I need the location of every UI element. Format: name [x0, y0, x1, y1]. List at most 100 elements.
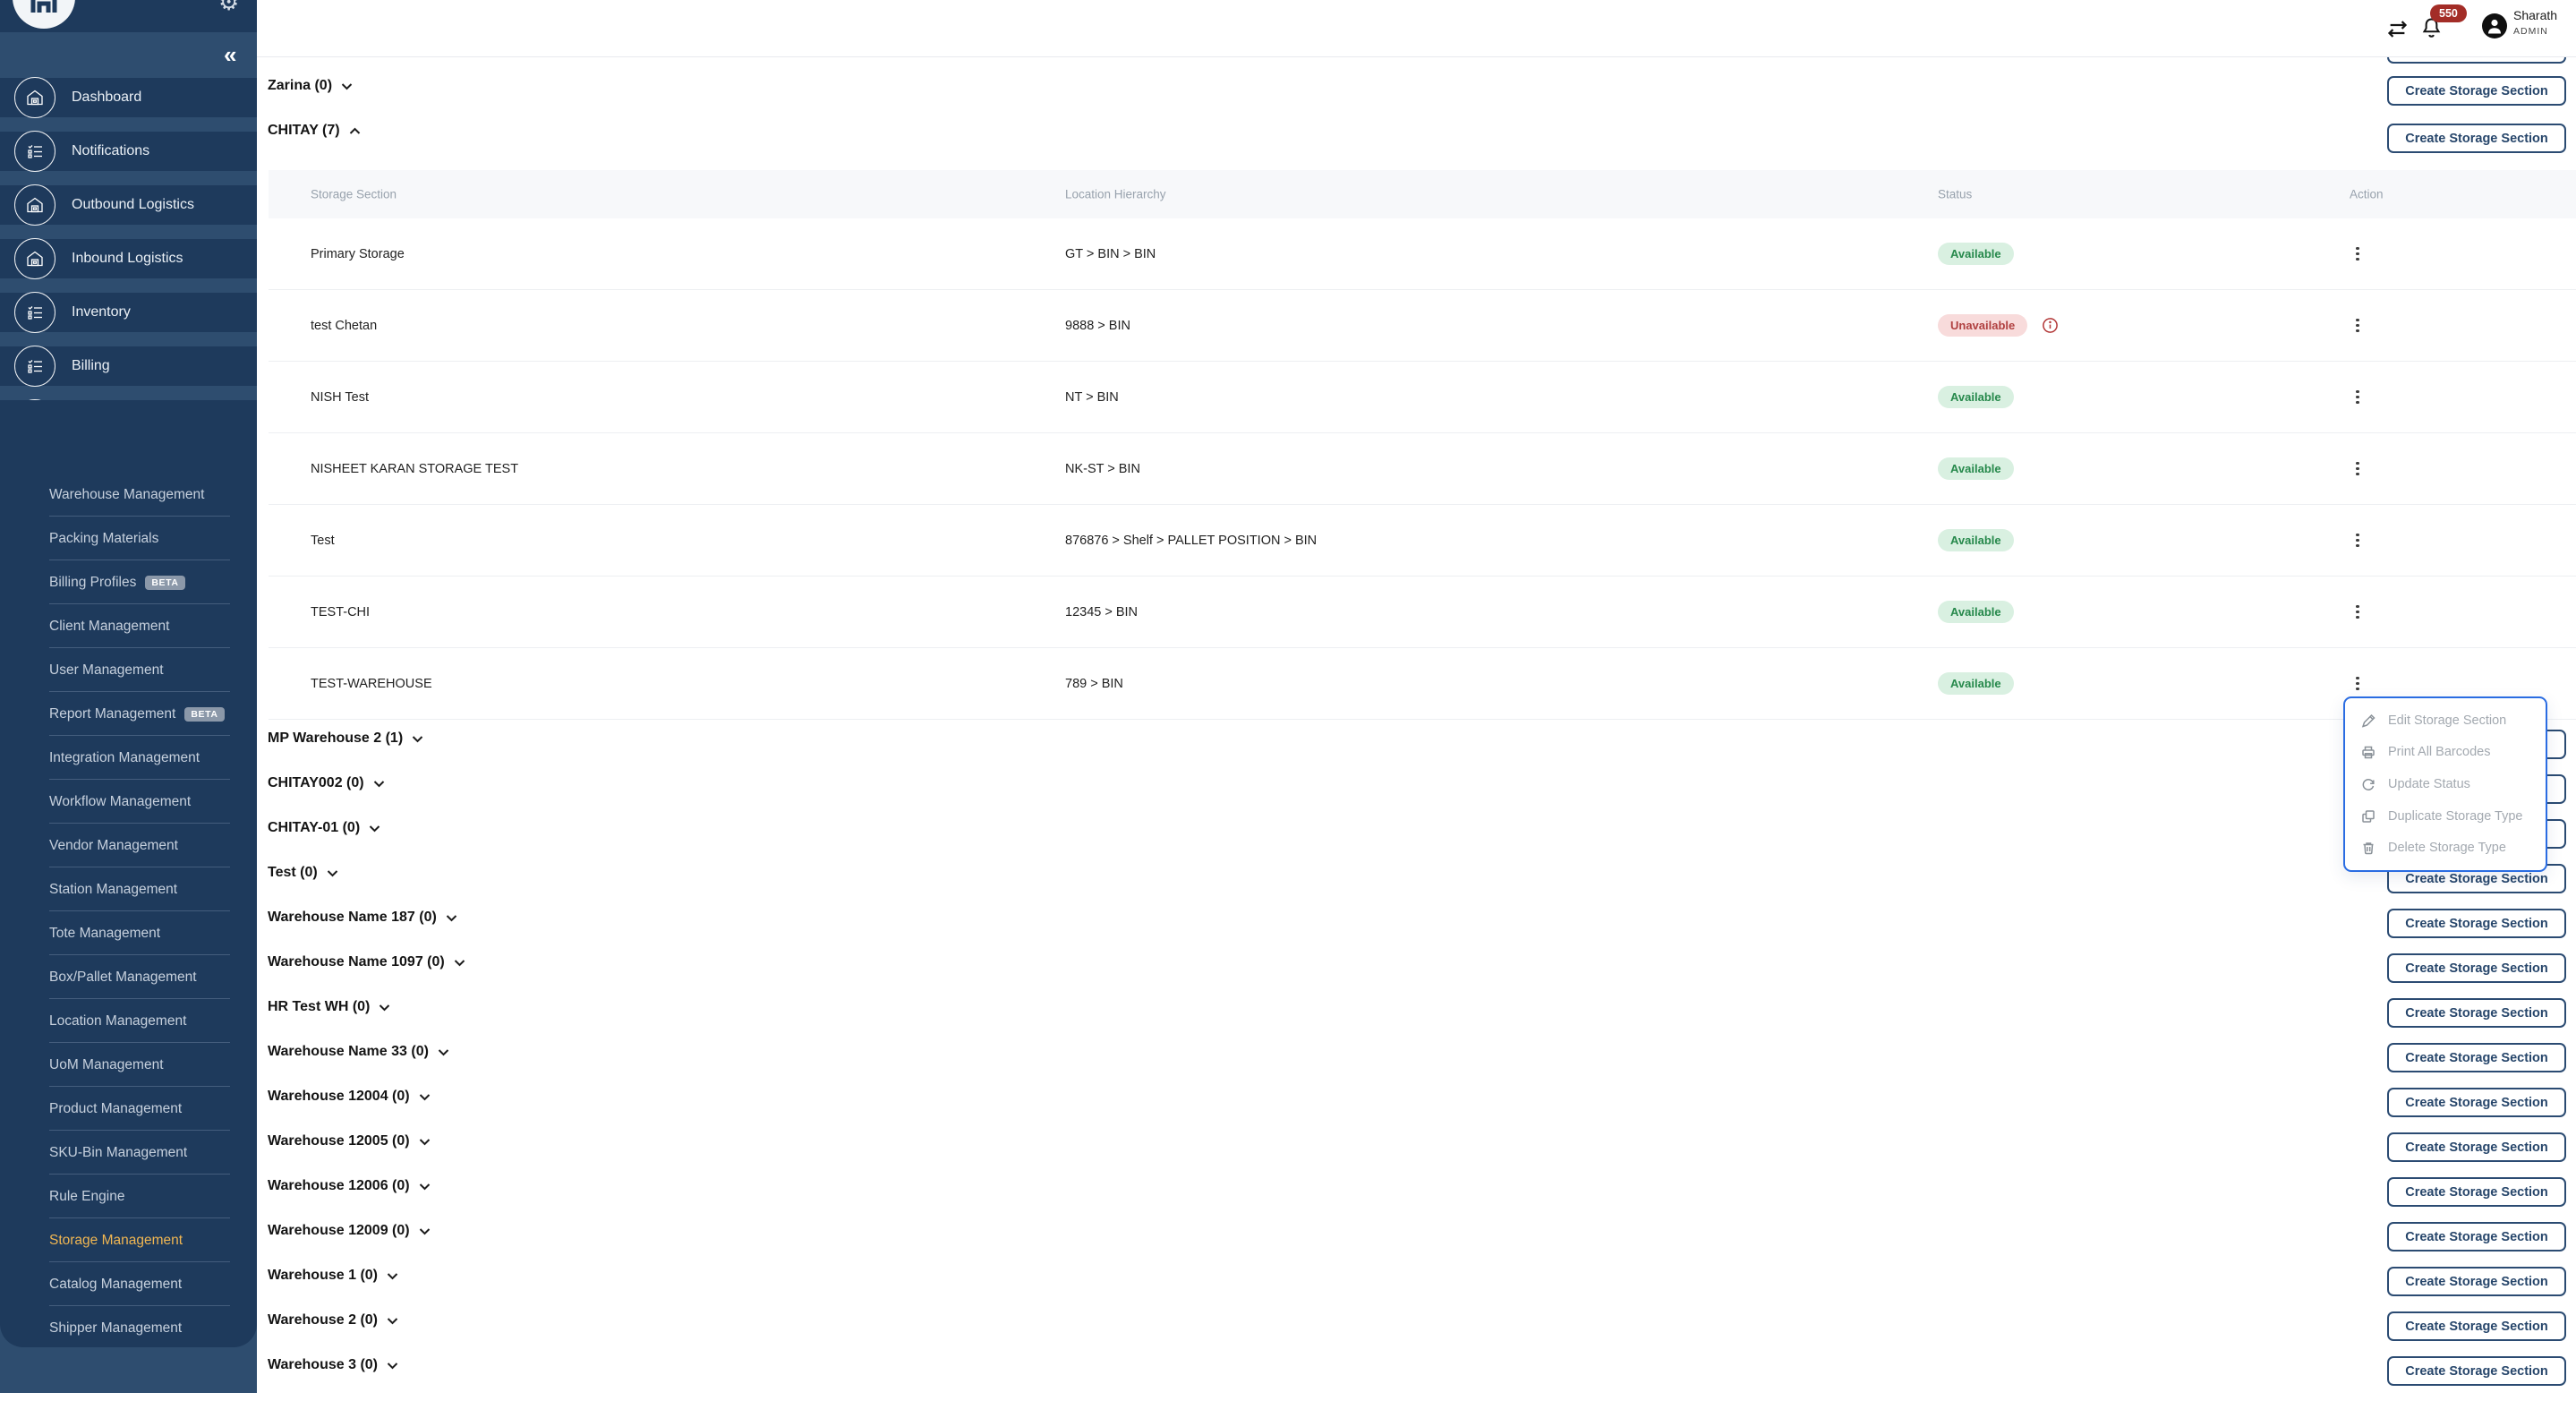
create-storage-section-button[interactable]: Create Storage Section — [2387, 1356, 2566, 1386]
submenu-item[interactable]: Storage Management — [0, 1218, 257, 1262]
submenu-item[interactable]: UoM Management — [0, 1043, 257, 1087]
submenu-item[interactable]: Packing Materials — [0, 517, 257, 560]
row-actions-kebab-icon[interactable] — [2346, 601, 2369, 624]
create-storage-section-button[interactable]: Create Storage Section — [2387, 1222, 2566, 1252]
user-name: Sharath — [2513, 8, 2558, 22]
warehouse-group-row[interactable]: Warehouse Name 1097 (0) — [268, 940, 465, 985]
row-actions-kebab-icon[interactable] — [2346, 386, 2369, 409]
submenu-item[interactable]: Rule Engine — [0, 1175, 257, 1218]
warehouse-group-row[interactable]: Warehouse 12009 (0) — [268, 1209, 465, 1253]
storage-section-name: Primary Storage — [311, 246, 405, 261]
warehouse-group-row[interactable]: Test (0) — [268, 850, 465, 895]
submenu-item-label: Location Management — [49, 1012, 187, 1029]
warehouse-label: Warehouse 1 (0) — [268, 1268, 378, 1283]
submenu-item[interactable]: Catalog Management — [0, 1262, 257, 1306]
context-menu-item[interactable]: Duplicate Storage Type — [2345, 800, 2546, 833]
warehouse-group-chitay[interactable]: CHITAY (7) — [268, 123, 361, 139]
context-menu-item[interactable]: Delete Storage Type — [2345, 832, 2546, 864]
submenu-item[interactable]: Shipper Management — [0, 1306, 257, 1350]
sidebar-item[interactable]: Inbound Logistics — [0, 238, 257, 279]
gear-icon[interactable]: ⚙ — [218, 0, 240, 15]
printer-icon — [2362, 747, 2375, 759]
location-hierarchy: 9888 > BIN — [1065, 318, 1130, 333]
submenu-item[interactable]: Product Management — [0, 1087, 257, 1131]
trash-icon — [2363, 842, 2374, 855]
warehouse-logo-icon — [30, 0, 57, 13]
submenu-item[interactable]: Integration Management — [0, 736, 257, 780]
sidebar-item[interactable]: Outbound Logistics — [0, 184, 257, 226]
submenu-item[interactable]: Location Management — [0, 999, 257, 1043]
warehouse-group-row[interactable]: Warehouse 12006 (0) — [268, 1164, 465, 1209]
context-menu-item[interactable]: Update Status — [2345, 768, 2546, 800]
warehouse-label: CHITAY002 (0) — [268, 775, 364, 790]
submenu-item[interactable]: Warehouse Management — [0, 473, 257, 517]
create-storage-section-button[interactable]: Create Storage Section — [2387, 1267, 2566, 1296]
storage-section-name: NISHEET KARAN STORAGE TEST — [311, 461, 519, 476]
warehouse-group-row[interactable]: Warehouse Name 187 (0) — [268, 895, 465, 940]
sidebar-item[interactable]: Notifications — [0, 131, 257, 172]
submenu-item-label: Box/Pallet Management — [49, 969, 197, 985]
checklist-icon — [28, 360, 42, 373]
create-storage-section-button[interactable]: Create Storage Section — [2387, 1177, 2566, 1207]
user-avatar[interactable] — [2482, 13, 2507, 38]
create-storage-section-button[interactable]: Create Storage Section — [2387, 76, 2566, 106]
submenu-item-label: User Management — [49, 662, 164, 678]
submenu-item[interactable]: Vendor Management — [0, 824, 257, 867]
warehouse-group-row[interactable]: Warehouse 3 (0) — [268, 1343, 465, 1388]
create-storage-section-button[interactable]: Create Storage Section — [2387, 1043, 2566, 1072]
submenu-item[interactable]: Billing Profiles BETA — [0, 560, 257, 604]
row-actions-kebab-icon[interactable] — [2346, 314, 2369, 337]
create-storage-section-button[interactable]: Create Storage Section — [2387, 953, 2566, 983]
context-menu-item[interactable]: Edit Storage Section — [2345, 705, 2546, 737]
row-actions-kebab-icon[interactable] — [2346, 672, 2369, 696]
col-header-action: Action — [2350, 187, 2384, 201]
warehouse-group-row[interactable]: CHITAY002 (0) — [268, 761, 465, 806]
warehouse-group-row[interactable]: Warehouse 12004 (0) — [268, 1074, 465, 1119]
submenu-item[interactable]: SKU-Bin Management — [0, 1131, 257, 1175]
submenu-item[interactable]: Box/Pallet Management — [0, 955, 257, 999]
warehouse-group-row[interactable]: Warehouse Name 33 (0) — [268, 1029, 465, 1074]
create-storage-section-button[interactable]: Create Storage Section — [2387, 1088, 2566, 1117]
row-actions-kebab-icon[interactable] — [2346, 457, 2369, 481]
location-hierarchy: 12345 > BIN — [1065, 604, 1139, 619]
location-hierarchy: 876876 > Shelf > PALLET POSITION > BIN — [1065, 533, 1318, 548]
warehouse-label: Warehouse 2 (0) — [268, 1312, 378, 1328]
submenu-item[interactable]: User Management — [0, 648, 257, 692]
warehouse-group-row[interactable]: Warehouse 1 (0) — [268, 1253, 465, 1298]
sidebar-item[interactable]: Dashboard — [0, 77, 257, 118]
warehouse-label: Warehouse 3 (0) — [268, 1357, 378, 1372]
context-menu-item[interactable]: Print All Barcodes — [2345, 737, 2546, 769]
chevron-down-icon — [369, 824, 380, 833]
checklist-icon — [28, 145, 42, 158]
sidebar-item-label: Notifications — [72, 143, 150, 158]
sidebar-item[interactable]: Billing — [0, 346, 257, 387]
info-icon[interactable] — [2042, 317, 2059, 334]
create-storage-section-button[interactable]: Create Storage Section — [2387, 1132, 2566, 1162]
warehouse-group-row[interactable]: HR Test WH (0) — [268, 985, 465, 1029]
sidebar-collapse-button[interactable]: « — [224, 41, 237, 68]
create-storage-section-button[interactable]: Create Storage Section — [2387, 909, 2566, 938]
chevron-down-icon — [387, 1362, 398, 1370]
chevron-down-icon — [446, 914, 457, 922]
submenu-item[interactable]: Station Management — [0, 867, 257, 911]
chevron-down-icon — [379, 1004, 390, 1012]
warehouse-group-row[interactable]: Warehouse 2 (0) — [268, 1298, 465, 1343]
submenu-item[interactable]: Client Management — [0, 604, 257, 648]
create-storage-section-button[interactable]: Create Storage Section — [2387, 124, 2566, 153]
submenu-item[interactable]: Workflow Management — [0, 780, 257, 824]
submenu-item[interactable]: Report Management BETA — [0, 692, 257, 736]
warehouse-group-row[interactable]: Warehouse 12005 (0) — [268, 1119, 465, 1164]
submenu-item-label: Tote Management — [49, 925, 161, 941]
create-storage-section-button[interactable]: Create Storage Section — [2387, 998, 2566, 1028]
status-badge: Available — [1938, 672, 2014, 695]
create-storage-section-button[interactable]: Create Storage Section — [2387, 1311, 2566, 1341]
warehouse-group-zarina[interactable]: Zarina (0) — [268, 78, 353, 94]
row-actions-kebab-icon[interactable] — [2346, 529, 2369, 552]
warehouse-group-row[interactable]: CHITAY-01 (0) — [268, 806, 465, 850]
col-header-status: Status — [1938, 187, 1973, 201]
row-actions-kebab-icon[interactable] — [2346, 243, 2369, 266]
submenu-item[interactable]: Tote Management — [0, 911, 257, 955]
sidebar-item[interactable]: Inventory — [0, 292, 257, 333]
swap-arrows-icon[interactable] — [2385, 17, 2410, 41]
warehouse-group-row[interactable]: MP Warehouse 2 (1) — [268, 716, 465, 761]
